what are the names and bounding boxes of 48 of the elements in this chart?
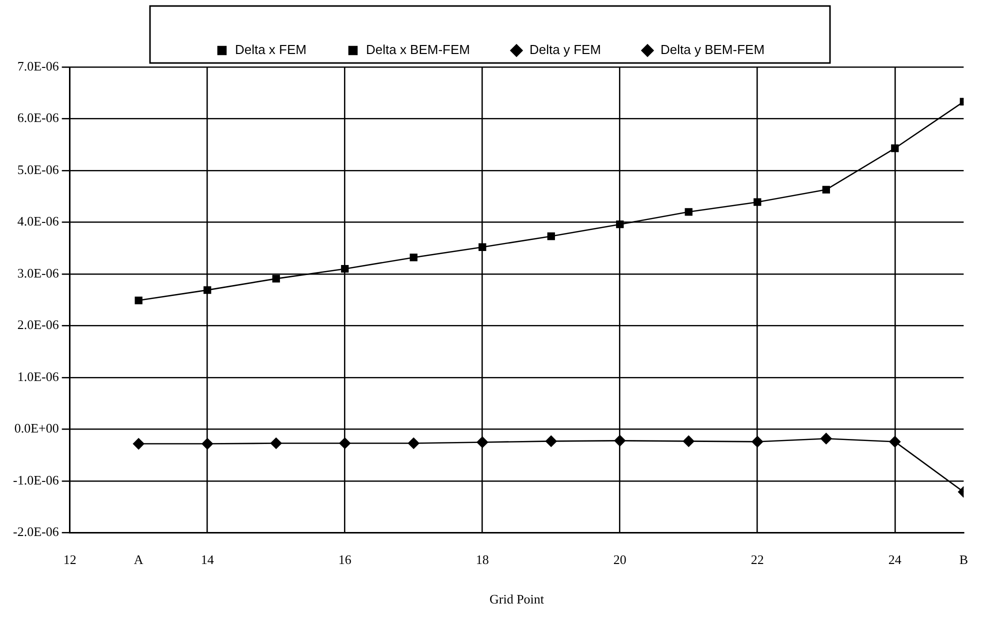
y-tick-label: -1.0E-06	[12, 472, 60, 488]
y-tick-label: 5.0E-06	[17, 162, 60, 177]
y-tick-label: 2.0E-06	[17, 317, 60, 332]
point	[614, 435, 626, 446]
point	[684, 208, 692, 216]
x-tick-label: A	[134, 552, 144, 568]
point	[410, 254, 418, 262]
point	[132, 438, 144, 450]
point	[204, 286, 212, 294]
y-tick-label: 6.0E-06	[17, 110, 60, 126]
legend-label: Delta x FEM	[234, 42, 306, 58]
point	[820, 432, 832, 444]
point	[408, 438, 420, 449]
x-tick-label: 16	[338, 552, 352, 568]
point	[889, 436, 901, 448]
y-tick-label: -2.0E-06	[12, 524, 60, 540]
point	[754, 198, 762, 206]
x-tick-label: 20	[613, 552, 626, 568]
x-tick-label: 22	[750, 552, 764, 568]
x-axis-title: Grid Point	[489, 592, 544, 607]
point	[822, 186, 830, 194]
y-tick-label: 3.0E-06	[17, 265, 60, 280]
point	[752, 436, 764, 448]
y-tick-label: 7.0E-06	[17, 58, 60, 74]
point	[891, 144, 899, 152]
point	[547, 232, 555, 240]
x-tick-label: 24	[888, 552, 902, 568]
y-tick-label: 1.0E-06	[17, 368, 60, 384]
x-tick-label: B	[959, 552, 968, 568]
legend-label: Delta y FEM	[530, 42, 602, 58]
point	[478, 243, 486, 251]
x-tick-label: 12	[63, 552, 76, 568]
point	[476, 436, 488, 448]
point	[270, 438, 282, 449]
point	[616, 220, 624, 228]
x-tick-label: 18	[476, 552, 489, 568]
point	[545, 436, 557, 447]
y-tick-label: 0.0E+00	[14, 420, 59, 436]
point	[272, 274, 280, 283]
y-tick-label: 4.0E-06	[17, 214, 60, 229]
legend-label: Delta y BEM-FEM	[660, 42, 765, 58]
point	[341, 265, 349, 273]
point	[202, 438, 214, 450]
x-tick-label: 14	[200, 552, 214, 568]
point	[134, 296, 142, 304]
point	[682, 436, 694, 447]
point	[339, 438, 351, 449]
legend-label: Delta x BEM-FEM	[366, 42, 470, 58]
